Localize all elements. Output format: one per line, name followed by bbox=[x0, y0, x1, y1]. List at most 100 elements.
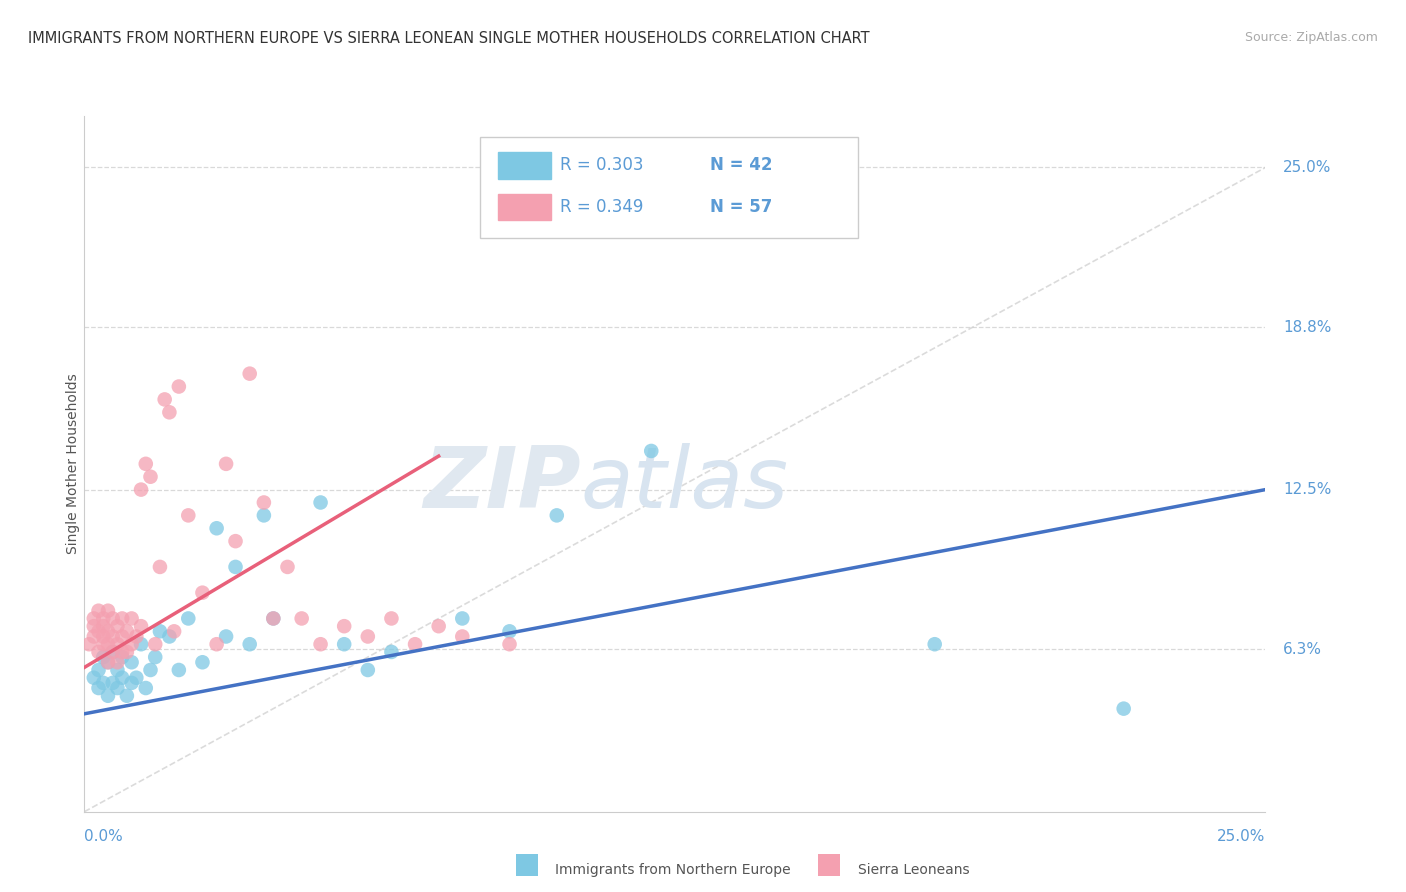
Point bbox=[309, 637, 332, 651]
Point bbox=[91, 676, 114, 690]
Point bbox=[101, 676, 124, 690]
Text: N = 57: N = 57 bbox=[710, 198, 773, 216]
Point bbox=[97, 637, 120, 651]
Point bbox=[225, 560, 247, 574]
Point bbox=[91, 630, 114, 644]
Point bbox=[107, 637, 129, 651]
Point bbox=[291, 611, 314, 625]
Point bbox=[101, 611, 124, 625]
Point bbox=[333, 637, 356, 651]
Point bbox=[380, 645, 402, 659]
Point bbox=[924, 637, 946, 651]
Point bbox=[87, 624, 110, 639]
Point bbox=[83, 619, 105, 633]
Point bbox=[87, 663, 110, 677]
Point bbox=[498, 624, 520, 639]
Point bbox=[149, 560, 172, 574]
Text: R = 0.349: R = 0.349 bbox=[561, 198, 644, 216]
Point bbox=[157, 630, 180, 644]
Point bbox=[276, 560, 298, 574]
Bar bbox=[498, 153, 551, 178]
Point bbox=[143, 637, 166, 651]
Text: ZIP: ZIP bbox=[423, 443, 581, 526]
Point bbox=[205, 637, 228, 651]
Point bbox=[253, 508, 276, 523]
Point bbox=[404, 637, 426, 651]
Point bbox=[640, 444, 662, 458]
Point bbox=[121, 611, 143, 625]
Bar bbox=[498, 194, 551, 220]
Point bbox=[191, 655, 214, 669]
Point bbox=[357, 630, 380, 644]
Point bbox=[239, 637, 262, 651]
Point bbox=[107, 681, 129, 695]
Text: 25.0%: 25.0% bbox=[1218, 830, 1265, 844]
Point bbox=[253, 495, 276, 509]
Point bbox=[1112, 701, 1135, 715]
Text: N = 42: N = 42 bbox=[710, 156, 773, 174]
Point bbox=[107, 663, 129, 677]
Point bbox=[157, 405, 180, 419]
Point bbox=[191, 585, 214, 599]
Point bbox=[129, 483, 152, 497]
Text: Source: ZipAtlas.com: Source: ZipAtlas.com bbox=[1244, 31, 1378, 45]
Point bbox=[262, 611, 284, 625]
Point bbox=[225, 534, 247, 549]
Text: 6.3%: 6.3% bbox=[1284, 642, 1322, 657]
Text: R = 0.303: R = 0.303 bbox=[561, 156, 644, 174]
Point bbox=[333, 619, 356, 633]
Point bbox=[111, 611, 134, 625]
Text: 12.5%: 12.5% bbox=[1284, 482, 1331, 497]
Point bbox=[163, 624, 186, 639]
Point bbox=[451, 611, 474, 625]
Point bbox=[115, 645, 138, 659]
Point bbox=[427, 619, 450, 633]
Point bbox=[149, 624, 172, 639]
Point bbox=[451, 630, 474, 644]
Point bbox=[83, 611, 105, 625]
Text: IMMIGRANTS FROM NORTHERN EUROPE VS SIERRA LEONEAN SINGLE MOTHER HOUSEHOLDS CORRE: IMMIGRANTS FROM NORTHERN EUROPE VS SIERR… bbox=[28, 31, 870, 46]
Point bbox=[111, 630, 134, 644]
Point bbox=[115, 624, 138, 639]
Point bbox=[177, 611, 200, 625]
Point bbox=[153, 392, 176, 407]
Point bbox=[262, 611, 284, 625]
Point bbox=[357, 663, 380, 677]
FancyBboxPatch shape bbox=[479, 136, 858, 238]
Point bbox=[498, 637, 520, 651]
Point bbox=[309, 495, 332, 509]
Point bbox=[121, 676, 143, 690]
Point bbox=[107, 619, 129, 633]
Point bbox=[143, 650, 166, 665]
Text: Immigrants from Northern Europe: Immigrants from Northern Europe bbox=[555, 863, 792, 877]
Point bbox=[380, 611, 402, 625]
Point bbox=[87, 681, 110, 695]
Point bbox=[121, 637, 143, 651]
Point bbox=[97, 655, 120, 669]
Point bbox=[129, 619, 152, 633]
Point bbox=[101, 630, 124, 644]
Point bbox=[215, 457, 238, 471]
Point bbox=[139, 663, 162, 677]
Point bbox=[135, 457, 157, 471]
Point bbox=[101, 645, 124, 659]
Point bbox=[111, 650, 134, 665]
Point bbox=[205, 521, 228, 535]
Point bbox=[77, 637, 100, 651]
Text: 0.0%: 0.0% bbox=[84, 830, 124, 844]
Point bbox=[97, 689, 120, 703]
Point bbox=[91, 650, 114, 665]
Point bbox=[167, 379, 190, 393]
Text: 25.0%: 25.0% bbox=[1284, 160, 1331, 175]
Text: Sierra Leoneans: Sierra Leoneans bbox=[858, 863, 969, 877]
Point bbox=[97, 624, 120, 639]
Point bbox=[83, 630, 105, 644]
Point bbox=[97, 604, 120, 618]
Point bbox=[546, 508, 568, 523]
Point bbox=[125, 630, 148, 644]
Point bbox=[101, 645, 124, 659]
Point bbox=[87, 645, 110, 659]
Point bbox=[125, 671, 148, 685]
Point bbox=[129, 637, 152, 651]
Y-axis label: Single Mother Households: Single Mother Households bbox=[66, 374, 80, 554]
